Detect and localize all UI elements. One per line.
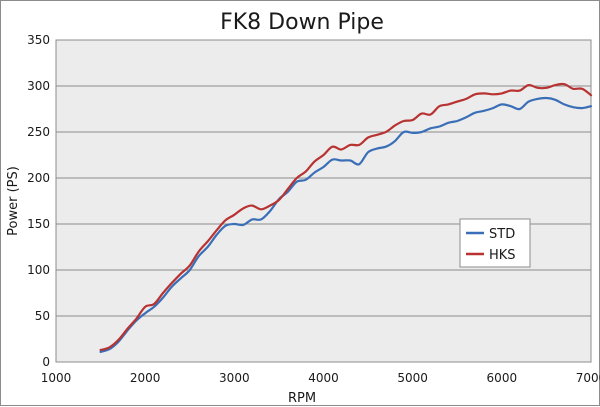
x-tick-label: 1000 xyxy=(41,371,72,385)
x-axis-label: RPM xyxy=(288,391,316,406)
legend-label-std: STD xyxy=(489,227,515,242)
x-tick-label: 4000 xyxy=(308,371,339,385)
x-tick-label: 3000 xyxy=(219,371,250,385)
x-tick-label: 6000 xyxy=(487,371,518,385)
y-tick-label: 200 xyxy=(27,171,50,185)
series-line-hks xyxy=(99,82,593,352)
y-tick-label: 300 xyxy=(27,79,50,93)
y-tick-label: 150 xyxy=(27,217,50,231)
series-line-std xyxy=(99,96,593,353)
plot-area xyxy=(55,39,592,363)
y-tick-label: 350 xyxy=(27,33,50,47)
y-tick-label: 250 xyxy=(27,125,50,139)
x-tick-label: 7000 xyxy=(576,371,600,385)
y-tick-label: 100 xyxy=(27,263,50,277)
x-tick-label: 2000 xyxy=(130,371,161,385)
chart-title: FK8 Down Pipe xyxy=(220,10,384,35)
x-tick-label: 5000 xyxy=(397,371,428,385)
y-tick-label: 0 xyxy=(42,355,50,369)
y-axis-label: Power (PS) xyxy=(6,166,21,236)
y-tick-label: 50 xyxy=(35,309,50,323)
legend-label-hks: HKS xyxy=(489,248,516,263)
legend-box xyxy=(459,218,531,268)
